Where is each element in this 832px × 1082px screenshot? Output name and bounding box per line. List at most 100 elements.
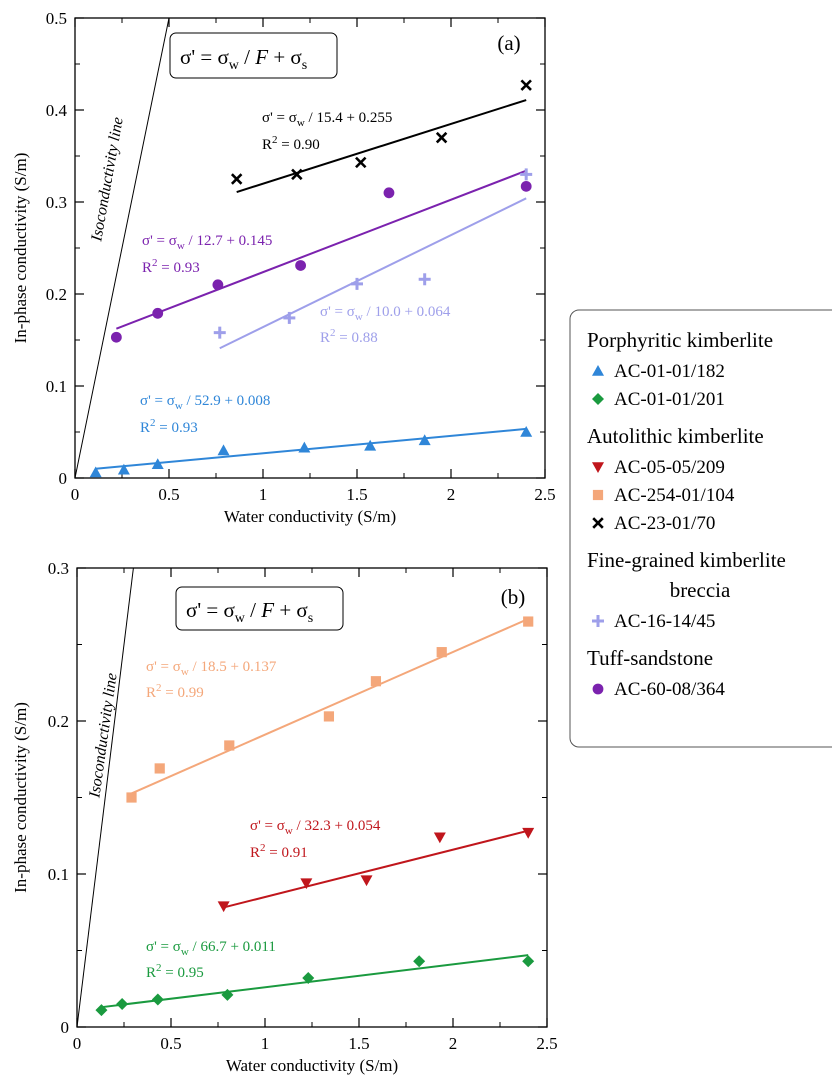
data-point: [433, 832, 446, 844]
y-tick-label: 0.2: [46, 285, 67, 304]
fit-r2: R2 = 0.95: [146, 962, 204, 981]
series-AC-254-01-104: σ' = σw / 18.5 + 0.137 R2 = 0.99: [126, 616, 534, 803]
x-axis-label: Water conductivity (S/m): [226, 1056, 398, 1075]
plot-frame: [76, 567, 548, 1028]
fit-equation: σ' = σw / 66.7 + 0.011: [146, 939, 276, 958]
y-tick-label: 0.2: [48, 712, 69, 731]
fit-line: [101, 954, 529, 1009]
data-point: [212, 279, 224, 291]
data-point: [370, 676, 382, 687]
legend-group-title: Porphyritic kimberlite: [587, 328, 773, 352]
legend-entry-label: AC-01-01/201: [614, 389, 725, 410]
y-tick-label: 0.3: [46, 193, 67, 212]
fit-equation: σ' = σw / 10.0 + 0.064: [320, 304, 451, 323]
data-point: [298, 441, 311, 453]
panel-label: (a): [497, 31, 520, 55]
data-point: [89, 466, 102, 478]
data-point: [435, 131, 448, 144]
legend-entry-label: AC-05-05/209: [614, 457, 725, 478]
data-point: [217, 901, 230, 913]
data-point: [523, 616, 534, 627]
x-tick-label: 0: [73, 1034, 82, 1053]
data-point: [213, 326, 226, 339]
legend-entry-label: AC-01-01/182: [614, 361, 725, 382]
y-axis-label: In-phase conductivity (S/m): [11, 702, 30, 893]
data-point: [520, 426, 533, 437]
isoconductivity-label: Isoconductivity line: [86, 672, 120, 800]
x-tick-label: 0: [71, 485, 80, 504]
x-tick-label: 1: [261, 1034, 270, 1053]
legend-group-title: Tuff-sandstone: [587, 646, 713, 670]
x-tick-label: 1.5: [346, 485, 367, 504]
series-AC-01-01-182: σ' = σw / 52.9 + 0.008 R2 = 0.93: [89, 393, 533, 478]
data-point: [520, 168, 533, 181]
fit-r2: R2 = 0.91: [250, 842, 308, 861]
data-point: [323, 711, 335, 722]
data-point: [418, 434, 431, 446]
legend-group-title: Autolithic kimberlite: [587, 424, 764, 448]
data-point: [383, 187, 395, 199]
fit-line: [223, 829, 529, 909]
data-point: [95, 1004, 108, 1017]
data-point: [351, 277, 363, 290]
data-point: [110, 331, 122, 343]
data-point: [360, 875, 373, 887]
data-point: [302, 972, 315, 985]
y-tick-label: 0.3: [48, 559, 69, 578]
series-AC-23-01-70: σ' = σw / 15.4 + 0.255 R2 = 0.90: [230, 79, 532, 193]
data-point-stroke: [291, 168, 303, 181]
data-point: [355, 156, 367, 169]
legend-marker: [592, 462, 604, 473]
data-point: [126, 792, 137, 803]
model-formula: σ' = σw / F + σs: [180, 45, 307, 73]
legend-marker: [592, 615, 604, 627]
data-point: [364, 439, 377, 451]
fit-r2: R2 = 0.93: [142, 257, 200, 276]
x-tick-label: 0.5: [160, 1034, 181, 1053]
legend-entry-label: AC-16-14/45: [614, 611, 715, 632]
x-tick-label: 2.5: [534, 485, 555, 504]
data-point: [117, 463, 130, 475]
data-point: [151, 458, 164, 469]
model-formula: σ' = σw / F + σs: [186, 598, 313, 626]
legend: Porphyritic kimberlite AC-01-01/182 AC-01-…: [569, 309, 832, 748]
data-point: [413, 955, 426, 968]
fit-r2: R2 = 0.99: [146, 682, 204, 701]
fit-r2: R2 = 0.90: [262, 134, 320, 153]
legend-entry-label: AC-60-08/364: [614, 679, 725, 700]
model-formula-box: [175, 586, 344, 631]
data-point: [520, 180, 532, 192]
x-tick-label: 2.5: [536, 1034, 557, 1053]
fit-equation: σ' = σw / 12.7 + 0.145: [142, 233, 272, 252]
y-tick-label: 0.1: [48, 865, 69, 884]
data-point: [418, 273, 431, 286]
legend-marker: [592, 365, 604, 376]
fit-line: [131, 617, 529, 795]
data-point: [221, 988, 234, 1001]
data-point-stroke: [230, 173, 243, 185]
legend-group-title: breccia: [670, 578, 731, 602]
fit-equation: σ' = σw / 52.9 + 0.008: [140, 393, 270, 412]
model-formula-box: [169, 32, 338, 79]
data-point: [522, 955, 535, 968]
fit-equation: σ' = σw / 15.4 + 0.255: [262, 110, 392, 129]
x-axis-label: Water conductivity (S/m): [224, 507, 396, 526]
legend-marker: [592, 489, 604, 501]
data-point-stroke: [435, 131, 448, 144]
data-point: [217, 444, 230, 456]
fit-line: [236, 99, 527, 193]
fit-line: [95, 427, 527, 470]
legend-marker: [592, 683, 604, 695]
data-point: [230, 173, 243, 185]
data-point: [283, 311, 296, 324]
legend-marker: [592, 517, 604, 529]
legend-entry-label: AC-23-01/70: [614, 513, 715, 534]
x-tick-label: 2: [449, 1034, 458, 1053]
legend-marker: [592, 393, 604, 405]
data-point: [295, 260, 306, 271]
legend-marker-stroke: [592, 517, 604, 529]
isoconductivity-label: Isoconductivity line: [88, 116, 127, 244]
fit-line: [116, 169, 527, 330]
data-point: [436, 647, 447, 658]
